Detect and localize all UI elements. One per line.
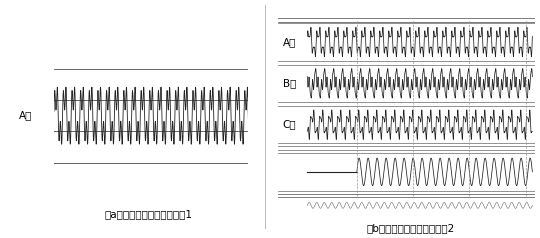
Text: （a）鉄共振時の電圧波形例1: （a）鉄共振時の電圧波形例1 <box>105 209 192 219</box>
Text: B相: B相 <box>282 78 296 88</box>
Text: A相: A相 <box>282 37 296 47</box>
Text: C相: C相 <box>282 120 296 130</box>
Text: A相: A相 <box>19 111 32 121</box>
Text: （b）鉄共振時の電圧波形例2: （b）鉄共振時の電圧波形例2 <box>366 223 455 233</box>
